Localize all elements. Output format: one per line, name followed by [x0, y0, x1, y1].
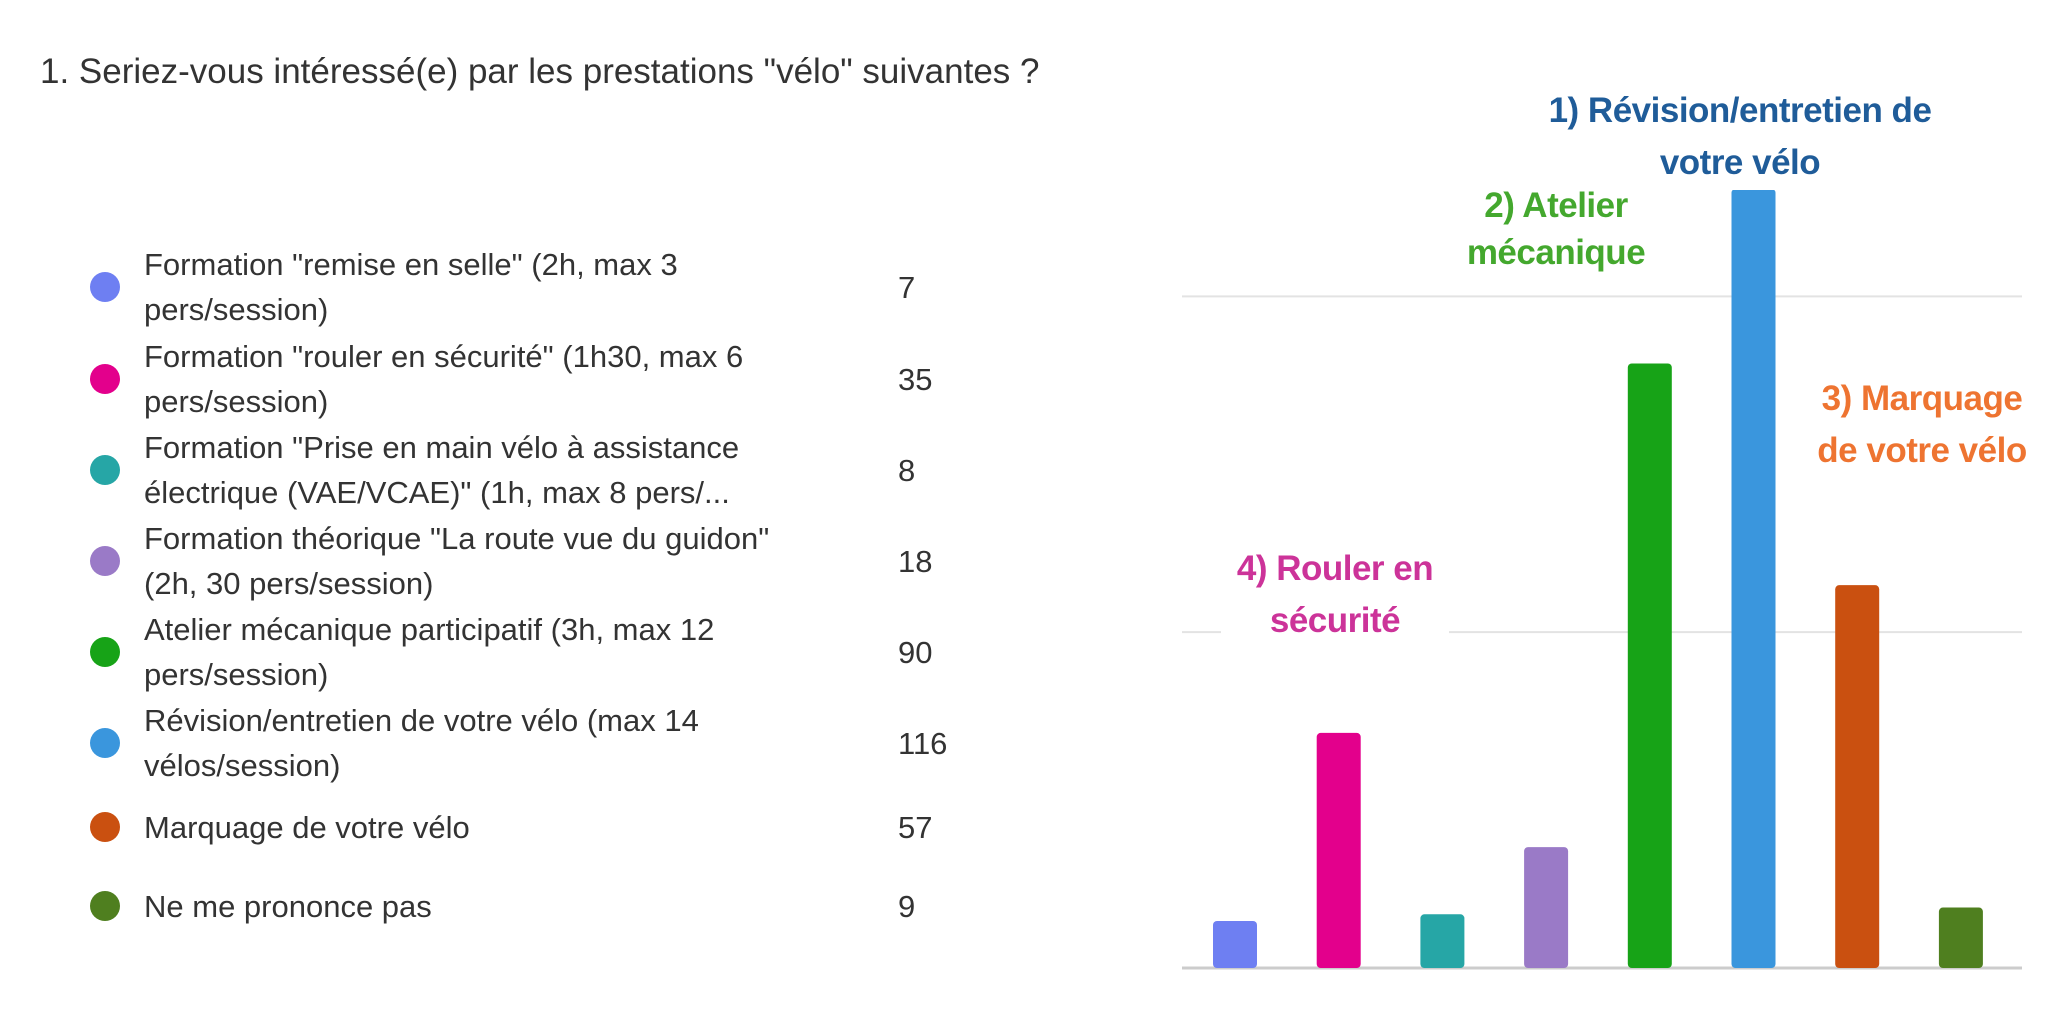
legend-count: 18	[898, 544, 933, 579]
legend-count: 116	[898, 726, 948, 761]
bar	[1627, 363, 1672, 968]
annotation-label: mécanique	[1467, 233, 1645, 272]
legend-dot-icon	[90, 637, 120, 667]
annotation-label: 2) Atelier	[1484, 186, 1628, 225]
annotation-label: sécurité	[1270, 601, 1400, 640]
legend-label: Marquage de votre vélo	[144, 810, 470, 845]
annotation-backing	[1524, 78, 1956, 190]
annotation-label: de votre vélo	[1817, 431, 2027, 470]
bar	[1938, 907, 1983, 968]
legend-label: Formation théorique "La route vue du gui…	[144, 521, 770, 601]
annotation-label: 3) Marquage	[1822, 379, 2023, 418]
legend-dot-icon	[90, 891, 120, 921]
bar	[1213, 920, 1257, 968]
legend-label: Révision/entretien de votre vélo (max 14…	[144, 703, 699, 783]
legend-dot-icon	[90, 272, 120, 302]
bar	[1835, 585, 1880, 968]
annotation-label: votre vélo	[1660, 143, 1820, 182]
legend-dot-icon	[90, 728, 120, 758]
legend-label: Ne me prononce pas	[144, 889, 432, 924]
legend-count: 57	[898, 810, 933, 845]
annotation-backing	[1221, 536, 1449, 648]
legend-count: 35	[898, 362, 933, 397]
annotation-backing	[1459, 178, 1653, 280]
legend-dot-icon	[90, 812, 120, 842]
bar	[1731, 188, 1776, 968]
bar	[1316, 732, 1361, 968]
legend-count: 8	[898, 453, 916, 488]
annotation-label: 4) Rouler en	[1237, 549, 1433, 588]
legend-count: 9	[898, 889, 916, 924]
legend-dot-icon	[90, 364, 120, 394]
legend-label: Formation "Prise en main vélo à assistan…	[144, 430, 740, 510]
annotation-backing	[1799, 366, 2045, 478]
annotation-label: 1) Révision/entretien de	[1549, 91, 1932, 130]
legend-label: Formation "remise en selle" (2h, max 3 p…	[144, 247, 678, 327]
bar	[1420, 914, 1465, 968]
question-title: 1. Seriez-vous intéressé(e) par les pres…	[40, 52, 1040, 91]
legend-label: Atelier mécanique participatif (3h, max …	[144, 612, 715, 692]
legend-count: 90	[898, 635, 933, 670]
bar	[1524, 847, 1569, 968]
legend-label: Formation "rouler en sécurité" (1h30, ma…	[144, 339, 744, 419]
legend-dot-icon	[90, 546, 120, 576]
legend-count: 7	[898, 270, 916, 305]
legend-dot-icon	[90, 455, 120, 485]
